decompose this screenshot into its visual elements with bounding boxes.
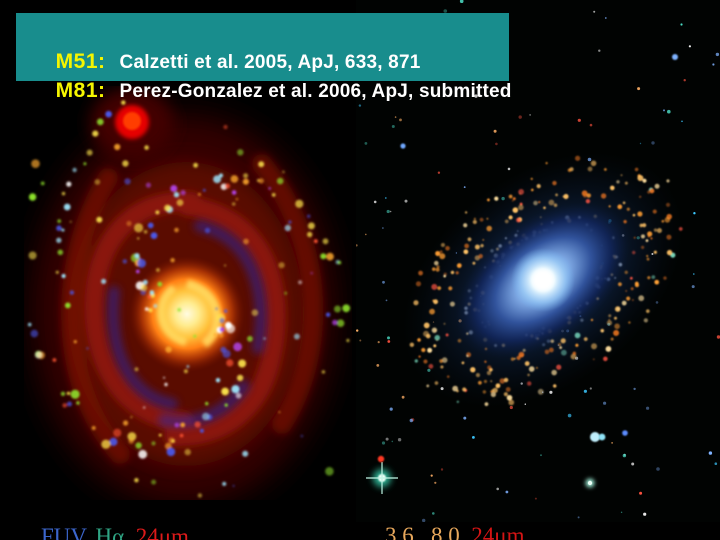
m51-label: M51: — [55, 50, 106, 73]
caption-part-fuv: FUV, — [41, 524, 90, 540]
m51-galaxy-image — [24, 86, 352, 500]
m51-wavelength-caption: FUV, Hα, 24μm — [18, 499, 189, 540]
m81-label: M81: — [55, 79, 106, 102]
m81-citation-text: Perez-Gonzalez et al. 2006, ApJ, submitt… — [119, 81, 512, 102]
caption-part-comma: , — [124, 524, 130, 540]
caption-part-halpha: Hα — [89, 524, 125, 540]
citation-line-m51: M51: Calzetti et al. 2005, ApJ, 633, 871 — [29, 18, 509, 73]
m51-companion-blob — [90, 88, 174, 158]
m51-citation-text: Calzetti et al. 2005, ApJ, 633, 871 — [119, 52, 421, 73]
bright-star-red — [377, 455, 385, 463]
caption-part-24um: 24μm — [129, 524, 189, 540]
caption-part-irac-bands: 3.6, 8.0, — [385, 523, 466, 540]
bright-star-blue — [400, 54, 678, 436]
caption-part-24um: 24μm — [465, 523, 525, 540]
citation-line-m81: M81: Perez-Gonzalez et al. 2006, ApJ, sub… — [29, 47, 512, 102]
bright-star-double-cyan — [585, 432, 606, 488]
citation-banner: M51: Calzetti et al. 2005, ApJ, 633, 871 … — [16, 13, 512, 102]
bright-star-cyan — [366, 462, 398, 494]
m81-galaxy-image — [356, 0, 720, 522]
m81-wavelength-caption: 3.6, 8.0, 24μm — [362, 498, 524, 540]
